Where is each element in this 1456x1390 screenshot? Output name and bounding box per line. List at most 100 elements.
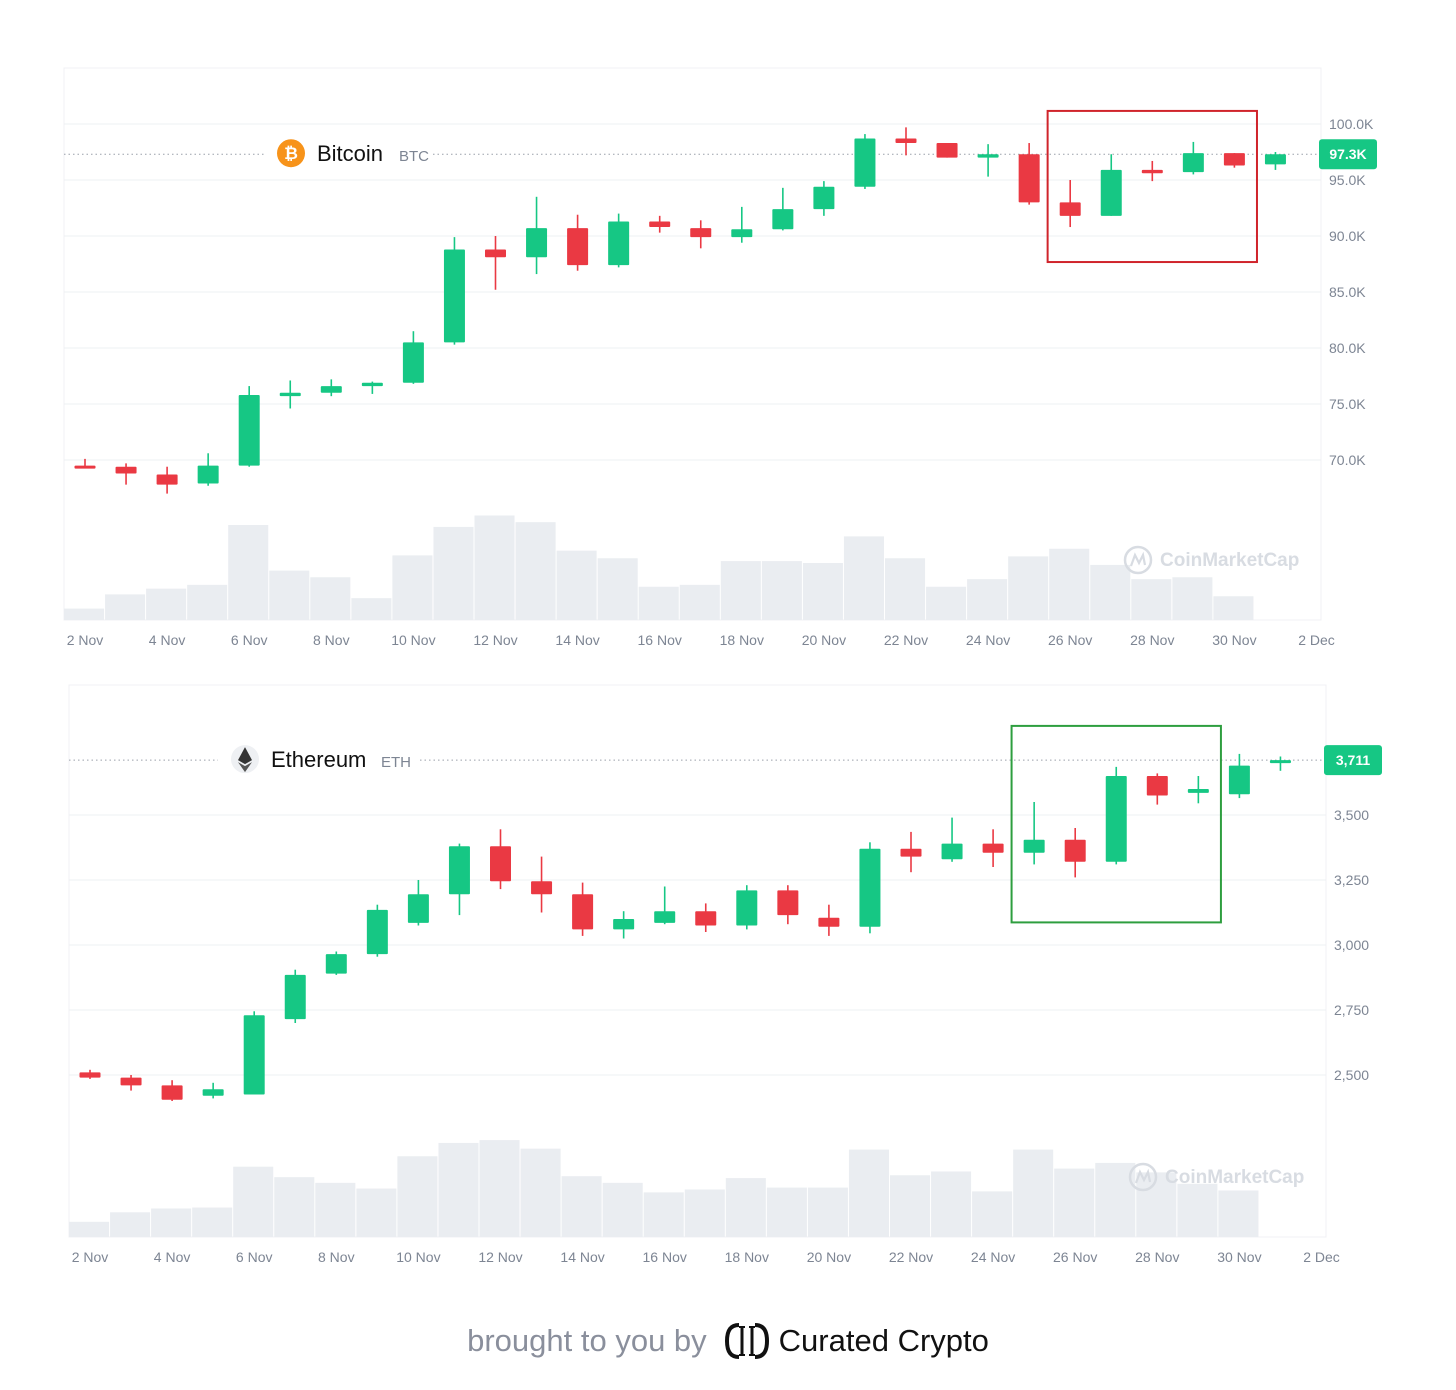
volume-bar [684, 1189, 725, 1237]
x-tick-label: 24 Nov [966, 632, 1010, 648]
candle-body [900, 848, 922, 857]
x-tick-label: 16 Nov [643, 1249, 687, 1265]
candle-body [813, 186, 835, 210]
candle [818, 904, 840, 936]
volume-bar [433, 526, 474, 620]
volume-bar [602, 1182, 643, 1237]
candle [613, 911, 635, 939]
x-tick-label: 8 Nov [313, 632, 350, 648]
candle-body [443, 249, 465, 343]
candle [1223, 153, 1245, 168]
candle [736, 885, 758, 930]
volume-bar [679, 584, 720, 620]
x-tick-label: 6 Nov [236, 1249, 273, 1265]
candle [74, 458, 96, 469]
volume-bar [885, 558, 926, 620]
volume-bar [105, 594, 146, 620]
volume-bar [1013, 1149, 1054, 1237]
candle-body [1018, 154, 1040, 203]
bitcoin-icon: ₿ [277, 139, 305, 168]
x-tick-label: 20 Nov [802, 632, 846, 648]
volume-bar [761, 561, 802, 620]
candle [1228, 753, 1250, 799]
candle-body [859, 848, 881, 927]
candle [777, 885, 799, 925]
volume-bar [351, 598, 392, 620]
x-tick-label: 18 Nov [725, 1249, 769, 1265]
volume-bar [890, 1175, 931, 1237]
volume-bar [479, 1140, 520, 1237]
volume-bar [843, 536, 884, 620]
coin-ticker: BTC [399, 148, 429, 165]
candle [161, 1080, 183, 1101]
coin-label: ₿ Bitcoin BTC [264, 134, 432, 175]
ethereum-chart: 3,500 3,250 3,000 2,750 2,500 2 Nov 4 Nov 6 Nov… [68, 684, 1382, 1265]
volume-bar [64, 608, 105, 620]
candle [1023, 802, 1045, 865]
x-tick-label: 28 Nov [1130, 632, 1174, 648]
candle [1264, 152, 1286, 170]
coinmarketcap-icon-m [1129, 551, 1147, 567]
candle-body [1223, 153, 1245, 166]
candle-body [1269, 760, 1291, 764]
watermark-text: CoinMarketCap [1160, 550, 1299, 571]
candle-body [1141, 169, 1163, 174]
volume-bar [438, 1142, 479, 1237]
coinmarketcap-watermark: CoinMarketCap [1128, 1162, 1304, 1192]
candle-body [608, 221, 630, 266]
candle-body [238, 395, 260, 466]
candle-body [490, 846, 511, 882]
candle-body [567, 228, 589, 266]
volume-bar [151, 1208, 192, 1237]
volume-bar [1172, 577, 1213, 620]
candle-body [941, 843, 963, 860]
volume-bar [392, 555, 433, 620]
price-tag-bg [1319, 139, 1377, 170]
candle [485, 236, 506, 290]
volume-bar [556, 550, 597, 620]
y-tick-label: 2,750 [1334, 1002, 1369, 1018]
volume-bar [187, 584, 228, 620]
volume-bar [1177, 1183, 1218, 1237]
candle-body [402, 342, 424, 383]
x-tick-label: 12 Nov [473, 632, 517, 648]
volume-bar [766, 1187, 807, 1237]
volume-bar [146, 588, 187, 620]
candle-body [731, 229, 753, 238]
candle-body [854, 138, 876, 187]
ethereum-glyph-top [238, 747, 252, 765]
candle-body [485, 249, 506, 258]
candle [490, 829, 511, 890]
candle [936, 143, 958, 158]
volume-bar [802, 563, 843, 620]
volume-bar [1136, 1172, 1177, 1237]
volume-bar [315, 1182, 356, 1237]
candle [156, 466, 178, 494]
volume-bar [515, 522, 556, 620]
candle [695, 903, 717, 932]
watermark-text: CoinMarketCap [1165, 1167, 1304, 1188]
candle-body [320, 386, 342, 393]
candle [115, 463, 137, 485]
volume-bar [972, 1191, 1013, 1237]
candle [567, 214, 589, 271]
candle [572, 882, 594, 936]
candle-body [325, 954, 347, 974]
volume-bar [474, 515, 515, 620]
coin-name: Ethereum [271, 747, 366, 772]
y-tick-label: 2,500 [1334, 1067, 1369, 1083]
x-tick-label: 26 Nov [1053, 1249, 1097, 1265]
candle [284, 969, 306, 1023]
volume-bar [1131, 579, 1172, 620]
volume-bar [269, 570, 310, 620]
brand: Curated Crypto [724, 1321, 989, 1361]
coinmarketcap-watermark: CoinMarketCap [1123, 545, 1299, 575]
candle-body [1064, 839, 1086, 862]
candle-body [895, 138, 917, 144]
candle [813, 181, 835, 216]
candle-body [161, 1085, 183, 1100]
volume-bar [1049, 548, 1090, 620]
current-price-label: 97.3K [1329, 146, 1366, 162]
candle-body [243, 1015, 265, 1095]
price-tag-bg [1324, 745, 1382, 776]
